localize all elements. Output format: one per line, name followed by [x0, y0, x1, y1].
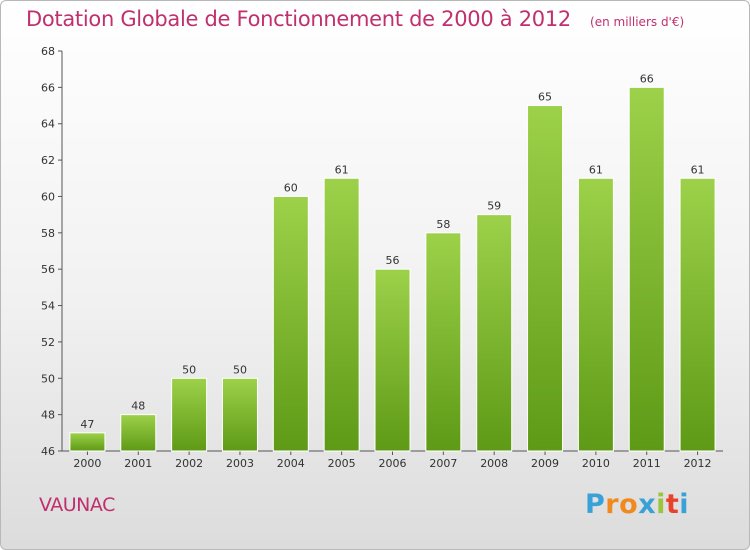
y-tick-label: 58	[41, 227, 55, 240]
commune-name: VAUNAC	[39, 494, 115, 516]
bar-2010	[577, 177, 614, 452]
x-axis: 2000 2001 2002 2003 2004 2005 2006 2007 2008 2009…	[62, 450, 723, 470]
data-label-2012: 61	[691, 163, 705, 176]
data-label-2007: 58	[436, 218, 450, 231]
proxiti-logo: Proxiti	[585, 489, 689, 520]
data-label-2006: 56	[386, 254, 400, 267]
y-tick-label: 46	[41, 445, 55, 458]
data-label-2004: 60	[284, 181, 298, 194]
logo-letter: t	[665, 489, 680, 520]
bar-2002	[171, 377, 208, 452]
chart-title: Dotation Globale de Fonctionnement de 20…	[26, 7, 571, 31]
logo-letter: r	[605, 489, 620, 520]
data-label-2008: 59	[487, 200, 501, 213]
x-tick-label-2009: 2009	[531, 457, 559, 470]
data-label-2010: 61	[589, 163, 603, 176]
bar-2001	[120, 414, 157, 452]
x-tick-label-2002: 2002	[175, 457, 203, 470]
data-label-2011: 66	[640, 72, 654, 85]
bar-2006	[374, 268, 411, 452]
logo-letter: i	[656, 489, 666, 520]
x-tick-label-2012: 2012	[684, 457, 712, 470]
x-tick-label-2000: 2000	[73, 457, 101, 470]
x-tick-label-2006: 2006	[379, 457, 407, 470]
bar-2000	[69, 432, 106, 452]
x-tick-label-2003: 2003	[226, 457, 254, 470]
y-axis: 46 48 50 52 54 56 58 60 62 64 66 68	[41, 45, 63, 458]
logo-letter: x	[638, 489, 657, 520]
logo-letter: i	[679, 489, 690, 520]
y-tick-label: 64	[41, 118, 55, 131]
x-tick-label-2005: 2005	[328, 457, 356, 470]
logo-letter: o	[619, 489, 639, 520]
y-tick-label: 52	[41, 336, 55, 349]
bar-2007	[425, 232, 462, 452]
y-tick-label: 54	[41, 300, 55, 313]
y-tick-label: 56	[41, 263, 55, 276]
x-tick-label-2010: 2010	[582, 457, 610, 470]
y-tick-label: 68	[41, 45, 55, 58]
x-tick-label-2011: 2011	[633, 457, 661, 470]
y-tick-label: 66	[41, 81, 55, 94]
chart-subtitle: (en milliers d'€)	[590, 15, 685, 29]
x-tick-label-2007: 2007	[429, 457, 457, 470]
y-tick-label: 60	[41, 190, 55, 203]
data-label-2002: 50	[182, 363, 196, 376]
bar-2011	[628, 86, 665, 452]
y-tick-label: 48	[41, 409, 55, 422]
x-tick-label-2008: 2008	[480, 457, 508, 470]
data-label-2001: 48	[131, 400, 145, 413]
y-tick-label: 50	[41, 372, 55, 385]
x-tick-label-2001: 2001	[124, 457, 152, 470]
y-tick-label: 62	[41, 154, 55, 167]
data-label-2003: 50	[233, 363, 247, 376]
logo-letter: P	[585, 489, 606, 520]
bar-2003	[221, 377, 258, 452]
bars-group: 47 48 50 50 60 61 56 58 59 65 61 66 61	[69, 72, 716, 452]
bar-2004	[272, 195, 309, 452]
data-label-2000: 47	[80, 418, 94, 431]
bar-2005	[323, 177, 360, 452]
data-label-2005: 61	[335, 163, 349, 176]
bar-2008	[476, 214, 513, 452]
data-label-2009: 65	[538, 91, 552, 104]
bar-2012	[679, 177, 716, 452]
x-tick-label-2004: 2004	[277, 457, 305, 470]
chart-title-block: Dotation Globale de Fonctionnement de 20…	[26, 7, 684, 31]
bar-2009	[527, 105, 564, 452]
